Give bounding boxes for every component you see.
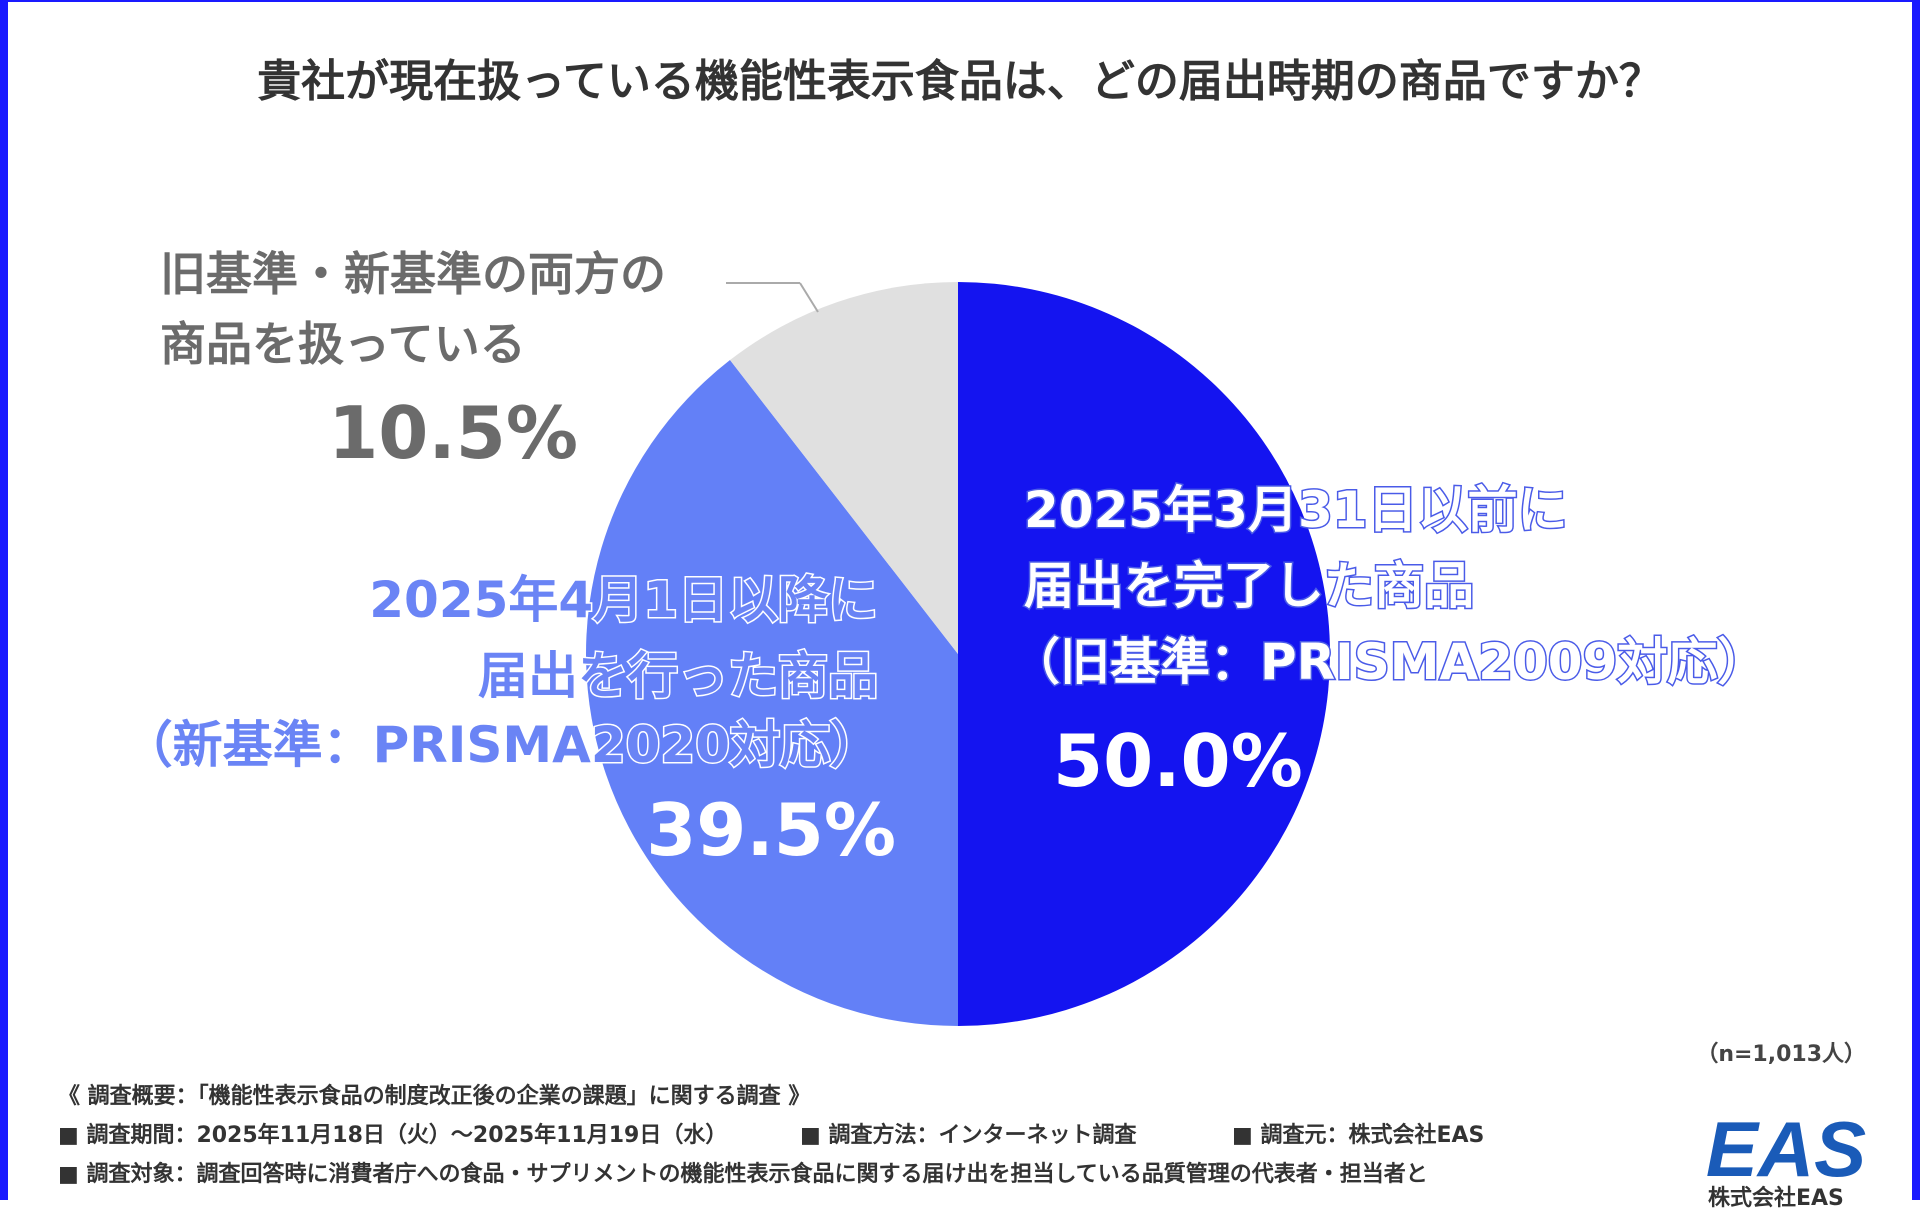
leader-line-d [799, 282, 819, 313]
logo-company: 株式会社EAS [1708, 1186, 1844, 1211]
sample-size: （n=1,013人） [1696, 1042, 1866, 1067]
pie-slice-2 [586, 360, 958, 1026]
logo-text: EAS [1706, 1105, 1866, 1193]
pie-slices [586, 282, 1330, 1026]
slice-3-value-label: 10.5% [328, 391, 578, 475]
survey-period: ■ 調査期間：2025年11月18日（火）～2025年11月19日（水） [58, 1123, 728, 1148]
survey-method: ■ 調査方法：インターネット調査 [800, 1123, 1137, 1148]
slice-2-label-line-3: （新基準：PRISMA2020対応） [123, 716, 880, 774]
slice-1-label-line-3: （旧基準：PRISMA2009対応） [1010, 633, 1767, 691]
slice-1-label-line-2: 届出を完了した商品 [1024, 557, 1474, 615]
slice-1-value-label: 50.0% [1053, 719, 1303, 803]
eas-logo: EAS [1706, 1105, 1866, 1193]
slice-2-label-line-2: 届出を行った商品 [478, 647, 878, 705]
slice-1-label-line-1: 2025年3月31日以前に [1024, 481, 1568, 539]
chart-title: 貴社が現在扱っている機能性表示食品は、どの届出時期の商品ですか？ [257, 56, 1663, 107]
slice-3-label-line-1: 旧基準・新基準の両方の [160, 247, 666, 301]
survey-summary: 《 調査概要：「機能性表示食品の制度改正後の企業の課題」に関する調査 》 [58, 1084, 811, 1109]
slice-2-value-label: 39.5% [646, 788, 896, 872]
survey-source: ■ 調査元：株式会社EAS [1232, 1123, 1485, 1148]
slice-3-label-line-2: 商品を扱っている [160, 317, 526, 371]
survey-target: ■ 調査対象：調査回答時に消費者庁への食品・サプリメントの機能性表示食品に関する… [58, 1162, 1428, 1187]
pie-slice-1 [958, 282, 1330, 1026]
slice-2-label-line-1: 2025年4月1日以降に [369, 571, 878, 629]
pie-slice-3 [729, 282, 958, 654]
